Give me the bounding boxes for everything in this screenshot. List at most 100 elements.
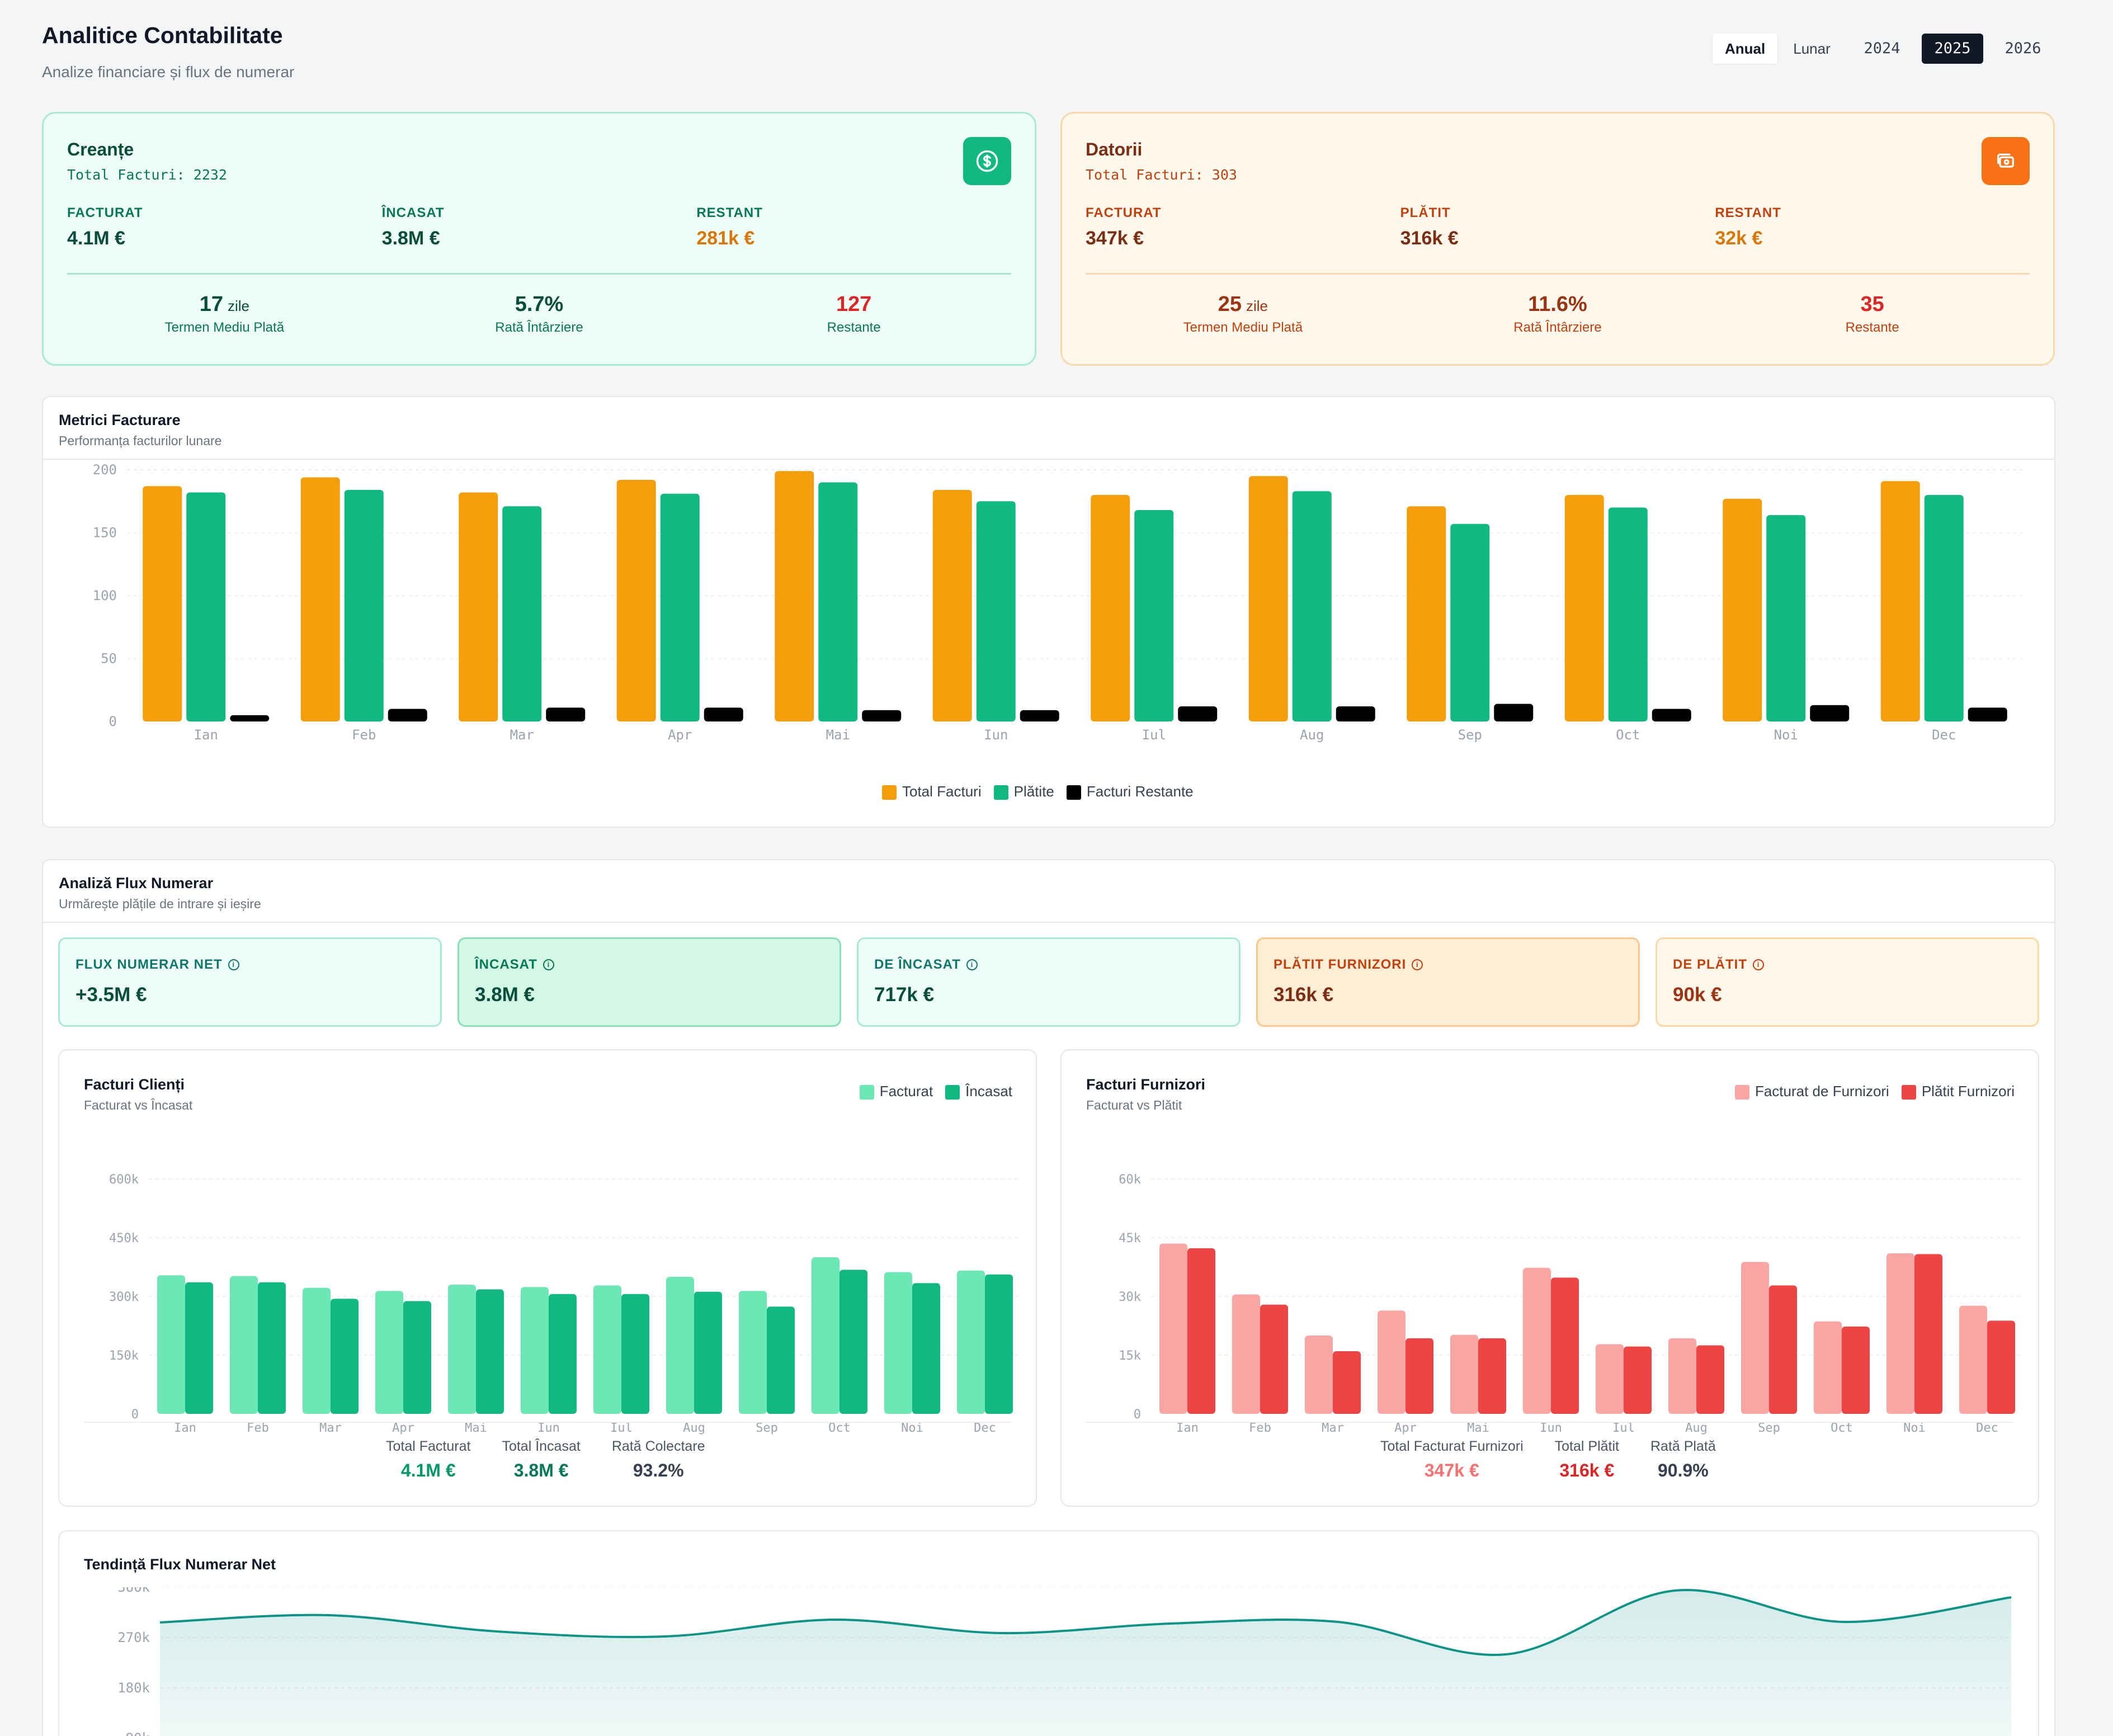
bar xyxy=(1494,704,1534,721)
bar xyxy=(1134,510,1174,721)
clients-title: Facturi Clienți xyxy=(84,1076,185,1093)
bar xyxy=(1292,491,1332,721)
legend-swatch xyxy=(1066,785,1081,800)
year-tabs: 2024 2025 2026 xyxy=(1851,34,2054,64)
bar xyxy=(957,1270,985,1414)
x-tick-label: Iun xyxy=(1540,1421,1562,1435)
bar xyxy=(621,1294,649,1414)
x-tick-label: Mar xyxy=(510,727,534,743)
bar xyxy=(186,492,226,721)
bar xyxy=(448,1285,476,1414)
bar xyxy=(1810,705,1850,721)
divider xyxy=(1086,273,2030,275)
bar xyxy=(1696,1345,1724,1414)
bar xyxy=(476,1289,504,1414)
bar xyxy=(344,490,384,721)
y-tick-label: 270k xyxy=(117,1630,150,1645)
bar xyxy=(812,1257,839,1414)
bar xyxy=(1248,476,1288,721)
wallet-icon xyxy=(1982,137,2030,185)
bar xyxy=(230,1276,258,1414)
y-tick-label: 150 xyxy=(93,525,117,541)
x-tick-label: Mai xyxy=(1467,1421,1489,1435)
tile-to-collect: DE ÎNCASAT i 717k € xyxy=(857,937,1241,1027)
bar xyxy=(1723,498,1762,721)
legend-item: Facturat de Furnizori xyxy=(1734,1083,1889,1100)
tile-to-pay: DE PLĂTIT i 90k € xyxy=(1656,937,2039,1027)
receivables-stat-overdue: 127 Restante xyxy=(827,293,881,335)
tile-net-cashflow: FLUX NUMERAR NET i +3.5M € xyxy=(58,937,442,1027)
bar xyxy=(185,1282,213,1414)
x-tick-label: Noi xyxy=(901,1421,923,1435)
bar xyxy=(143,486,182,721)
legend-item: Încasat xyxy=(945,1083,1012,1100)
y-tick-label: 100 xyxy=(93,588,117,603)
year-tab-2024[interactable]: 2024 xyxy=(1864,40,1900,57)
bar xyxy=(1842,1326,1870,1414)
x-tick-label: Aug xyxy=(683,1421,705,1435)
bar xyxy=(1652,709,1691,721)
debts-metric-paid: PLĂTIT 316k € xyxy=(1400,205,1459,249)
period-toggle: Anual Lunar xyxy=(1713,34,1843,64)
bar xyxy=(1959,1305,1987,1414)
bar xyxy=(1608,507,1648,721)
suppliers-total-paid: Total Plătit 316k € xyxy=(1554,1438,1619,1480)
bar xyxy=(660,493,700,721)
bar xyxy=(303,1287,331,1414)
bar xyxy=(549,1294,577,1414)
x-tick-label: Oct xyxy=(1616,727,1640,743)
bar xyxy=(1450,1334,1478,1414)
x-tick-label: Oct xyxy=(1831,1421,1853,1435)
y-tick-label: 360k xyxy=(117,1587,150,1595)
supplier-invoices-panel: Facturi Furnizori Facturat vs Plătit Fac… xyxy=(1060,1049,2039,1507)
divider xyxy=(67,273,1011,275)
x-tick-label: Feb xyxy=(352,727,376,743)
y-tick-label: 30k xyxy=(1119,1290,1141,1304)
clients-total-collected: Total Încasat 3.8M € xyxy=(502,1438,581,1480)
suppliers-legend: Facturat de Furnizori Plătit Furnizori xyxy=(1734,1083,2015,1100)
x-tick-label: Feb xyxy=(247,1421,269,1435)
tile-paid-suppliers: PLĂTIT FURNIZORI i 316k € xyxy=(1256,937,1640,1027)
bar xyxy=(1564,495,1604,721)
bar xyxy=(1814,1321,1842,1414)
x-tick-label: Mai xyxy=(826,727,850,743)
client-invoices-panel: Facturi Clienți Facturat vs Încasat Fact… xyxy=(58,1049,1037,1507)
billing-legend: Total Facturi Plătite Facturi Restante xyxy=(882,783,1194,800)
period-option-lunar[interactable]: Lunar xyxy=(1793,40,1831,57)
bar xyxy=(976,501,1016,721)
trend-area-chart: 360k 270k 180k 90k xyxy=(117,1587,2012,1736)
trend-title: Tendință Flux Numerar Net xyxy=(84,1556,276,1573)
suppliers-bar-chart: 0 15k 30k 45k 60k Ian Feb Mar Apr Mai Iun Iul Aug Sep… xyxy=(1119,1173,2024,1435)
bar xyxy=(1886,1253,1914,1414)
bar xyxy=(1405,1338,1433,1414)
bar xyxy=(1478,1338,1506,1414)
bar xyxy=(775,471,814,721)
net-cashflow-trend-panel: Tendință Flux Numerar Net 360k 270k 180k 90… xyxy=(58,1530,2039,1736)
tile-collected: ÎNCASAT i 3.8M € xyxy=(457,937,841,1027)
bar xyxy=(1741,1262,1769,1414)
x-tick-label: Iun xyxy=(984,727,1008,743)
x-tick-label: Iun xyxy=(537,1421,560,1435)
bar xyxy=(1260,1304,1288,1414)
period-option-anual[interactable]: Anual xyxy=(1713,34,1778,64)
bar xyxy=(403,1301,431,1414)
info-icon: i xyxy=(1412,959,1423,970)
x-tick-label: Ian xyxy=(1176,1421,1199,1435)
debts-stat-overdue: 35 Restante xyxy=(1845,293,1899,335)
bar xyxy=(1407,506,1446,721)
bar xyxy=(1232,1294,1260,1414)
year-tab-2026[interactable]: 2026 xyxy=(2004,40,2041,57)
suppliers-total-invoiced: Total Facturat Furnizori 347k € xyxy=(1380,1438,1524,1480)
bar xyxy=(1178,706,1218,721)
bar xyxy=(1624,1346,1652,1414)
bar xyxy=(1187,1248,1215,1414)
info-icon: i xyxy=(228,959,239,970)
dollar-circle-icon xyxy=(963,137,1011,185)
y-tick-label: 60k xyxy=(1119,1173,1141,1187)
year-tab-2025[interactable]: 2025 xyxy=(1922,34,1983,64)
bar xyxy=(1596,1344,1624,1414)
legend-item: Plătit Furnizori xyxy=(1901,1083,2015,1100)
debts-stat-delay-rate: 11.6% Rată Întârziere xyxy=(1513,293,1602,335)
bar xyxy=(459,492,498,721)
debts-metric-outstanding: RESTANT 32k € xyxy=(1715,205,1781,249)
